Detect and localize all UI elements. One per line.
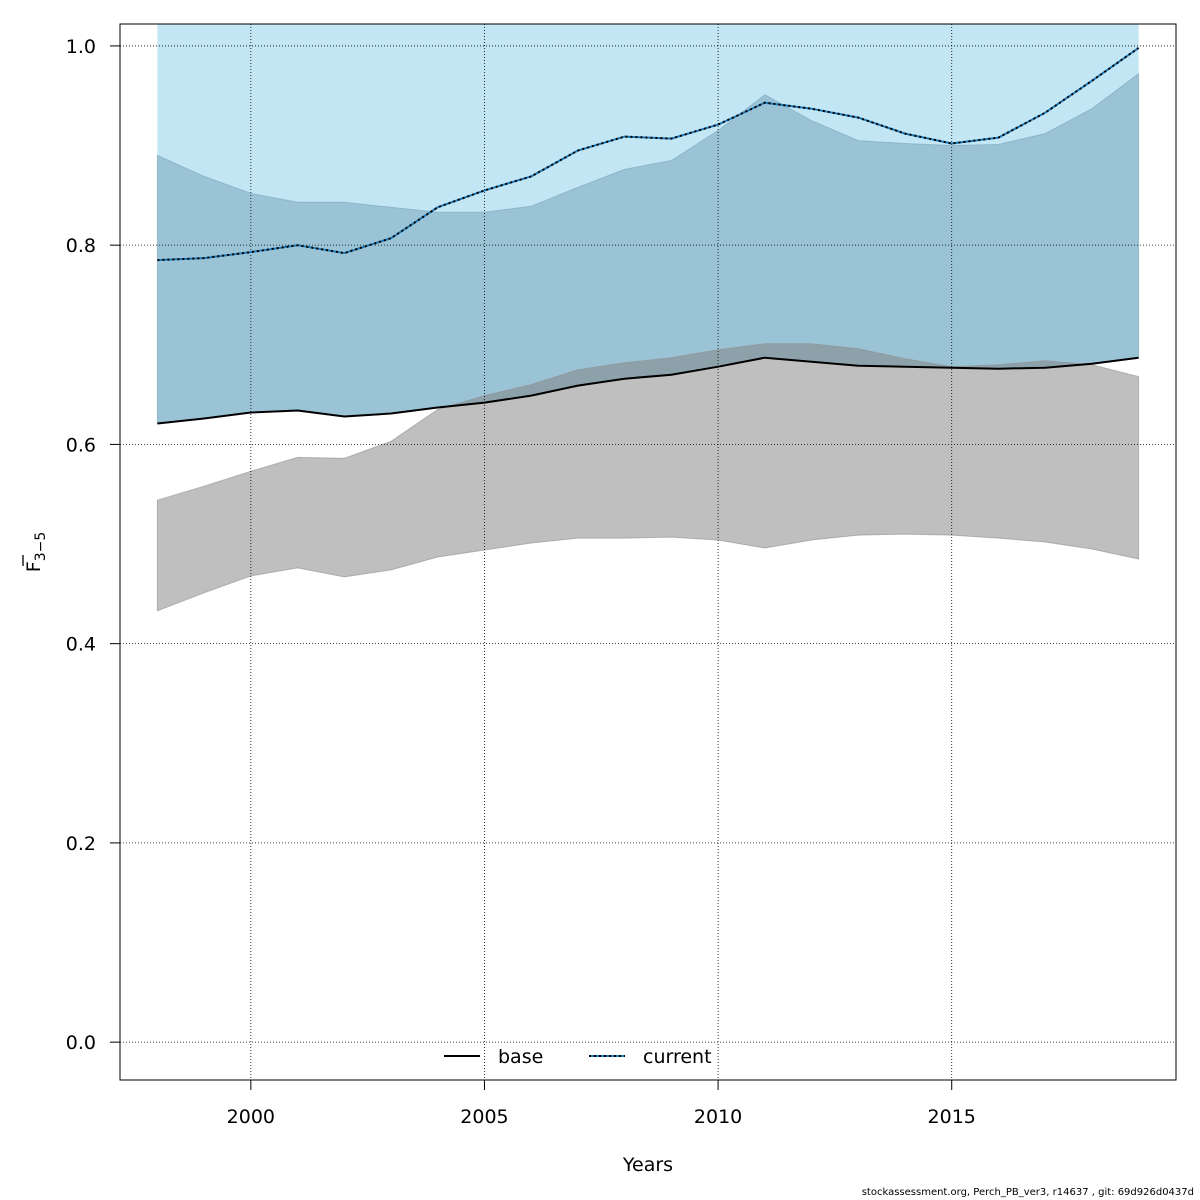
- series-line-current: [157, 47, 1140, 262]
- legend: base current: [444, 1046, 712, 1068]
- x-tick-label-2015: 2015: [928, 1106, 976, 1128]
- legend-label-current: current: [643, 1046, 712, 1068]
- y-tick-label-5: 1.0: [66, 36, 96, 58]
- y-tick-label-4: 0.8: [66, 235, 96, 257]
- x-axis-title: Years: [622, 1154, 673, 1176]
- x-tick-label-2005: 2005: [460, 1106, 508, 1128]
- y-axis: 0.0 0.2 0.4 0.6 0.8 1.0: [66, 36, 120, 1054]
- band-base: [156, 343, 1140, 612]
- series-line-base: [157, 356, 1139, 425]
- y-tick-label-3: 0.6: [66, 434, 96, 456]
- confidence-bands: [156, 24, 1140, 612]
- y-tick-label-2: 0.4: [66, 634, 96, 656]
- series-lines: [157, 47, 1140, 425]
- y-axis-title-main: F: [23, 561, 45, 572]
- footer-credit: stockassessment.org, Perch_PB_ver3, r146…: [861, 1187, 1194, 1198]
- y-axis-title: F3−5: [22, 532, 49, 572]
- svg-text:F3−5: F3−5: [23, 532, 49, 572]
- x-tick-label-2010: 2010: [694, 1106, 742, 1128]
- y-tick-label-1: 0.2: [66, 833, 96, 855]
- x-axis: 2000 2005 2010 2015: [227, 1080, 976, 1128]
- x-tick-label-2000: 2000: [227, 1106, 275, 1128]
- grid-lines: [120, 24, 1176, 1080]
- y-tick-label-0: 0.0: [66, 1032, 96, 1054]
- y-axis-title-subscript: 3−5: [33, 532, 49, 562]
- plot-frame: [119, 23, 1177, 1081]
- legend-label-base: base: [498, 1046, 543, 1068]
